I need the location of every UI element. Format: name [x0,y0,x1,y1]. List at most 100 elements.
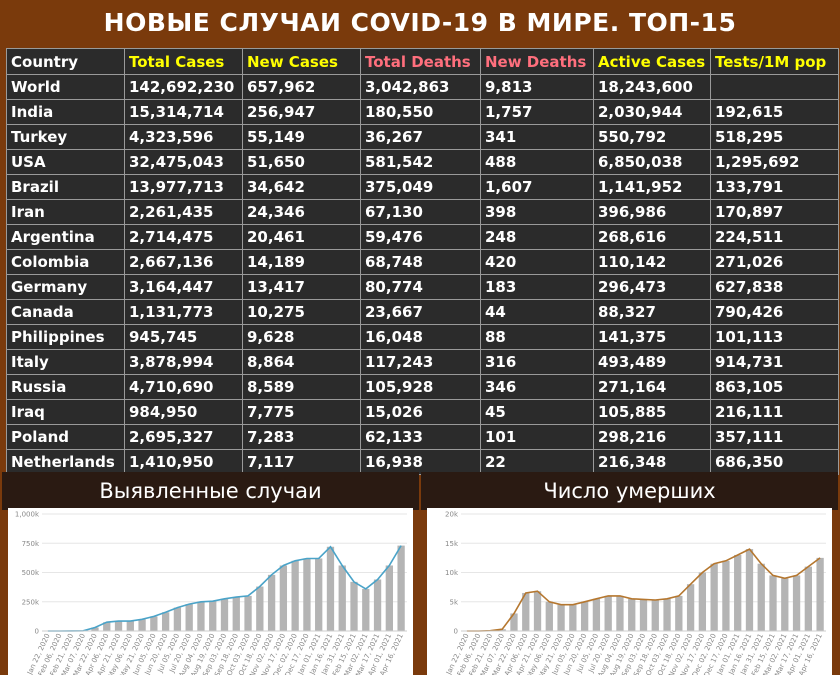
table-cell: 13,977,713 [124,174,243,200]
y-tick-label: 10k [445,569,459,577]
bar [150,616,158,631]
column-header: Total Deaths [360,48,481,75]
table-cell: 945,745 [124,324,243,350]
table-cell: 15,026 [360,399,481,425]
table-cell: 914,731 [710,349,839,375]
bar [91,627,99,631]
bar [326,546,335,631]
table-row: Germany 3,164,447 13,417 80,774 183 296,473 62… [6,274,839,300]
table-cell: 44 [480,299,594,325]
table-row: Poland 2,695,327 7,283 62,133 101 298,216 357,… [6,424,839,450]
table-row: Turkey 4,323,596 55,149 36,267 341 550,792 518… [6,124,839,150]
country-cell: Russia [6,374,125,400]
bar [279,565,288,631]
table-cell: 1,141,952 [593,174,711,200]
covid-stats-table: Country Total Cases New Cases Total Deaths N… [6,48,839,475]
bar [244,595,252,631]
bar [220,598,229,631]
bar [580,601,589,631]
country-cell: Canada [6,299,125,325]
bar [734,554,742,631]
bar [545,601,553,631]
country-cell: World [6,74,125,100]
table-row: Argentina 2,714,475 20,461 59,476 248 268,616… [6,224,839,250]
page-title: НОВЫЕ СЛУЧАИ COVID-19 В МИРЕ. ТОП-15 [0,0,840,46]
country-cell: Iran [6,199,125,225]
table-cell: 657,962 [242,74,361,100]
bar [185,604,193,631]
table-row: USA 32,475,043 51,650 581,542 488 6,850,038 1,… [6,149,839,175]
table-cell: 51,650 [242,149,361,175]
table-cell: 627,838 [710,274,839,300]
country-cell: Turkey [6,124,125,150]
table-row: India 15,314,714 256,947 180,550 1,757 2,030,… [6,99,839,125]
table-cell: 105,885 [593,399,711,425]
y-tick-label: 15k [445,540,459,548]
bar [781,578,789,631]
table-cell: 4,710,690 [124,374,243,400]
bar [628,598,636,631]
table-cell: 20,461 [242,224,361,250]
country-cell: Italy [6,349,125,375]
column-header: New Cases [242,48,361,75]
table-cell: 18,243,600 [593,74,711,100]
table-cell: 105,928 [360,374,481,400]
cases-chart-panel: Выявленные случаи 0 250k 500k 750k 1,000k Jan… [2,472,419,675]
country-cell: USA [6,149,125,175]
table-cell: 80,774 [360,274,481,300]
table-cell: 296,473 [593,274,711,300]
table-cell: 117,243 [360,349,481,375]
table-cell: 2,261,435 [124,199,243,225]
table-cell: 396,986 [593,199,711,225]
table-cell: 101,113 [710,324,839,350]
column-header: Country [6,48,125,75]
table-cell: 3,878,994 [124,349,243,375]
bar [522,592,530,631]
bar [291,560,299,631]
table-cell: 170,897 [710,199,839,225]
table-cell: 8,589 [242,374,361,400]
bar [267,574,276,631]
country-cell: Poland [6,424,125,450]
table-cell: 1,607 [480,174,594,200]
table-cell: 1,131,773 [124,299,243,325]
table-row: Iraq 984,950 7,775 15,026 45 105,885 216,111 [6,399,839,425]
table-body: World 142,692,230 657,962 3,042,863 9,813 18,… [6,74,839,475]
deaths-chart-title: Число умерших [421,472,838,510]
y-tick-label: 0 [454,628,458,636]
bar [362,588,370,631]
table-cell: 2,030,944 [593,99,711,125]
bar [639,599,648,631]
table-cell: 16,938 [360,449,481,475]
bar [385,565,393,631]
bar [616,595,624,631]
table-cell: 9,813 [480,74,594,100]
cases-chart-title: Выявленные случаи [2,472,419,510]
table-cell: 3,042,863 [360,74,481,100]
y-tick-label: 1,000k [15,511,40,519]
table-cell: 62,133 [360,424,481,450]
bar [686,584,695,631]
bar [604,595,612,631]
table-cell: 10,275 [242,299,361,325]
table-cell: 6,850,038 [593,149,711,175]
bar [757,563,765,631]
bar [173,607,182,631]
table-cell: 2,667,136 [124,249,243,275]
table-cell: 14,189 [242,249,361,275]
table-row: World 142,692,230 657,962 3,042,863 9,813 18,… [6,74,839,100]
table-cell: 180,550 [360,99,481,125]
bar [569,604,577,631]
bar [373,579,382,631]
table-row: Colombia 2,667,136 14,189 68,748 420 110,142 2… [6,249,839,275]
bar [126,621,134,631]
bar [498,629,506,631]
bar [397,545,405,631]
table-cell: 224,511 [710,224,839,250]
y-tick-label: 0 [35,628,39,636]
country-cell: Argentina [6,224,125,250]
table-cell: 7,283 [242,424,361,450]
bar [197,601,205,631]
table-cell [710,74,839,100]
